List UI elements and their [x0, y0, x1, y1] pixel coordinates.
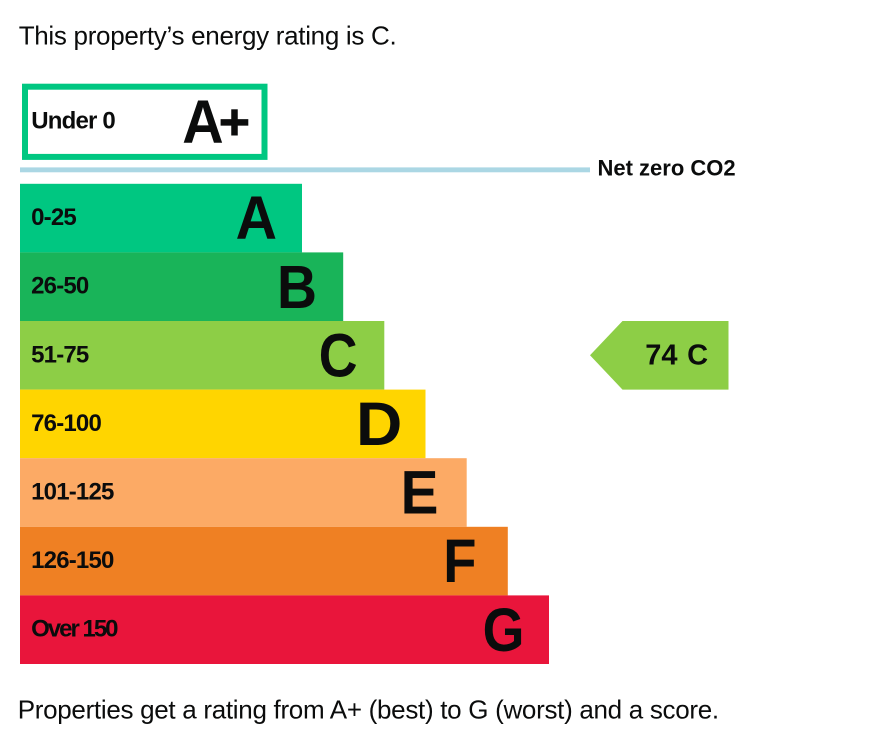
- svg-text:G: G: [483, 596, 525, 664]
- svg-text:74: 74: [645, 339, 677, 371]
- svg-text:76-100: 76-100: [31, 410, 101, 437]
- svg-text:0-25: 0-25: [31, 204, 76, 231]
- svg-text:This property’s energy rating: This property’s energy rating is C.: [19, 21, 397, 51]
- svg-text:D: D: [356, 390, 402, 458]
- svg-text:B: B: [277, 253, 317, 321]
- svg-text:Under 0: Under 0: [31, 107, 115, 134]
- svg-text:C: C: [687, 339, 708, 371]
- svg-text:Over 150: Over 150: [31, 616, 118, 643]
- svg-text:A: A: [236, 184, 277, 252]
- svg-text:126-150: 126-150: [31, 547, 114, 574]
- svg-text:Net zero CO2: Net zero CO2: [598, 156, 736, 181]
- svg-text:F: F: [443, 527, 476, 595]
- svg-text:A: A: [182, 88, 223, 156]
- svg-text:E: E: [401, 459, 439, 527]
- svg-text:101-125: 101-125: [31, 479, 114, 506]
- svg-text:26-50: 26-50: [31, 273, 89, 300]
- svg-text:51-75: 51-75: [31, 341, 89, 368]
- svg-text:Properties get a rating from A: Properties get a rating from A+ (best) t…: [18, 695, 719, 725]
- svg-text:C: C: [319, 321, 358, 389]
